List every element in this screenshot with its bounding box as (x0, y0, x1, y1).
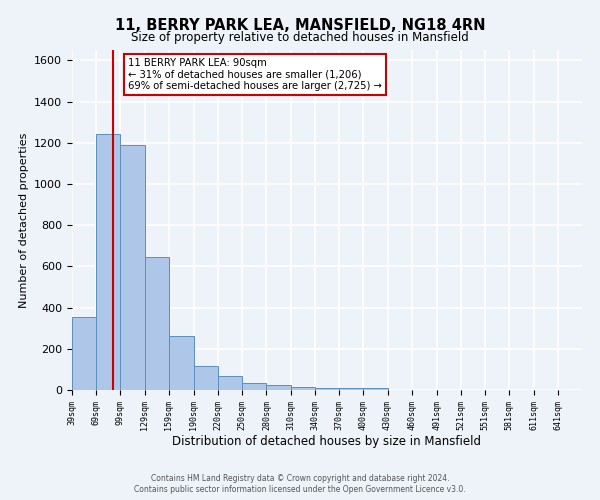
Bar (121, 145, 145, 390)
Bar (194, 366, 218, 390)
Y-axis label: Number of detached properties: Number of detached properties (19, 132, 29, 308)
Bar (169, 336, 194, 390)
Bar (145, 257, 169, 390)
Text: 11 BERRY PARK LEA: 90sqm
← 31% of detached houses are smaller (1,206)
69% of sem: 11 BERRY PARK LEA: 90sqm ← 31% of detach… (128, 58, 382, 92)
Bar (364, 388, 388, 390)
Bar (290, 387, 315, 390)
Text: Size of property relative to detached houses in Mansfield: Size of property relative to detached ho… (131, 31, 469, 44)
Bar (339, 388, 364, 390)
Text: 11, BERRY PARK LEA, MANSFIELD, NG18 4RN: 11, BERRY PARK LEA, MANSFIELD, NG18 4RN (115, 18, 485, 32)
Bar (266, 385, 290, 390)
Bar (96, 134, 121, 390)
X-axis label: Distribution of detached houses by size in Mansfield: Distribution of detached houses by size … (173, 436, 482, 448)
Bar (218, 376, 242, 390)
Bar (315, 388, 339, 390)
Text: Contains HM Land Registry data © Crown copyright and database right 2024.
Contai: Contains HM Land Registry data © Crown c… (134, 474, 466, 494)
Bar (242, 383, 266, 390)
Bar (72, 317, 96, 390)
